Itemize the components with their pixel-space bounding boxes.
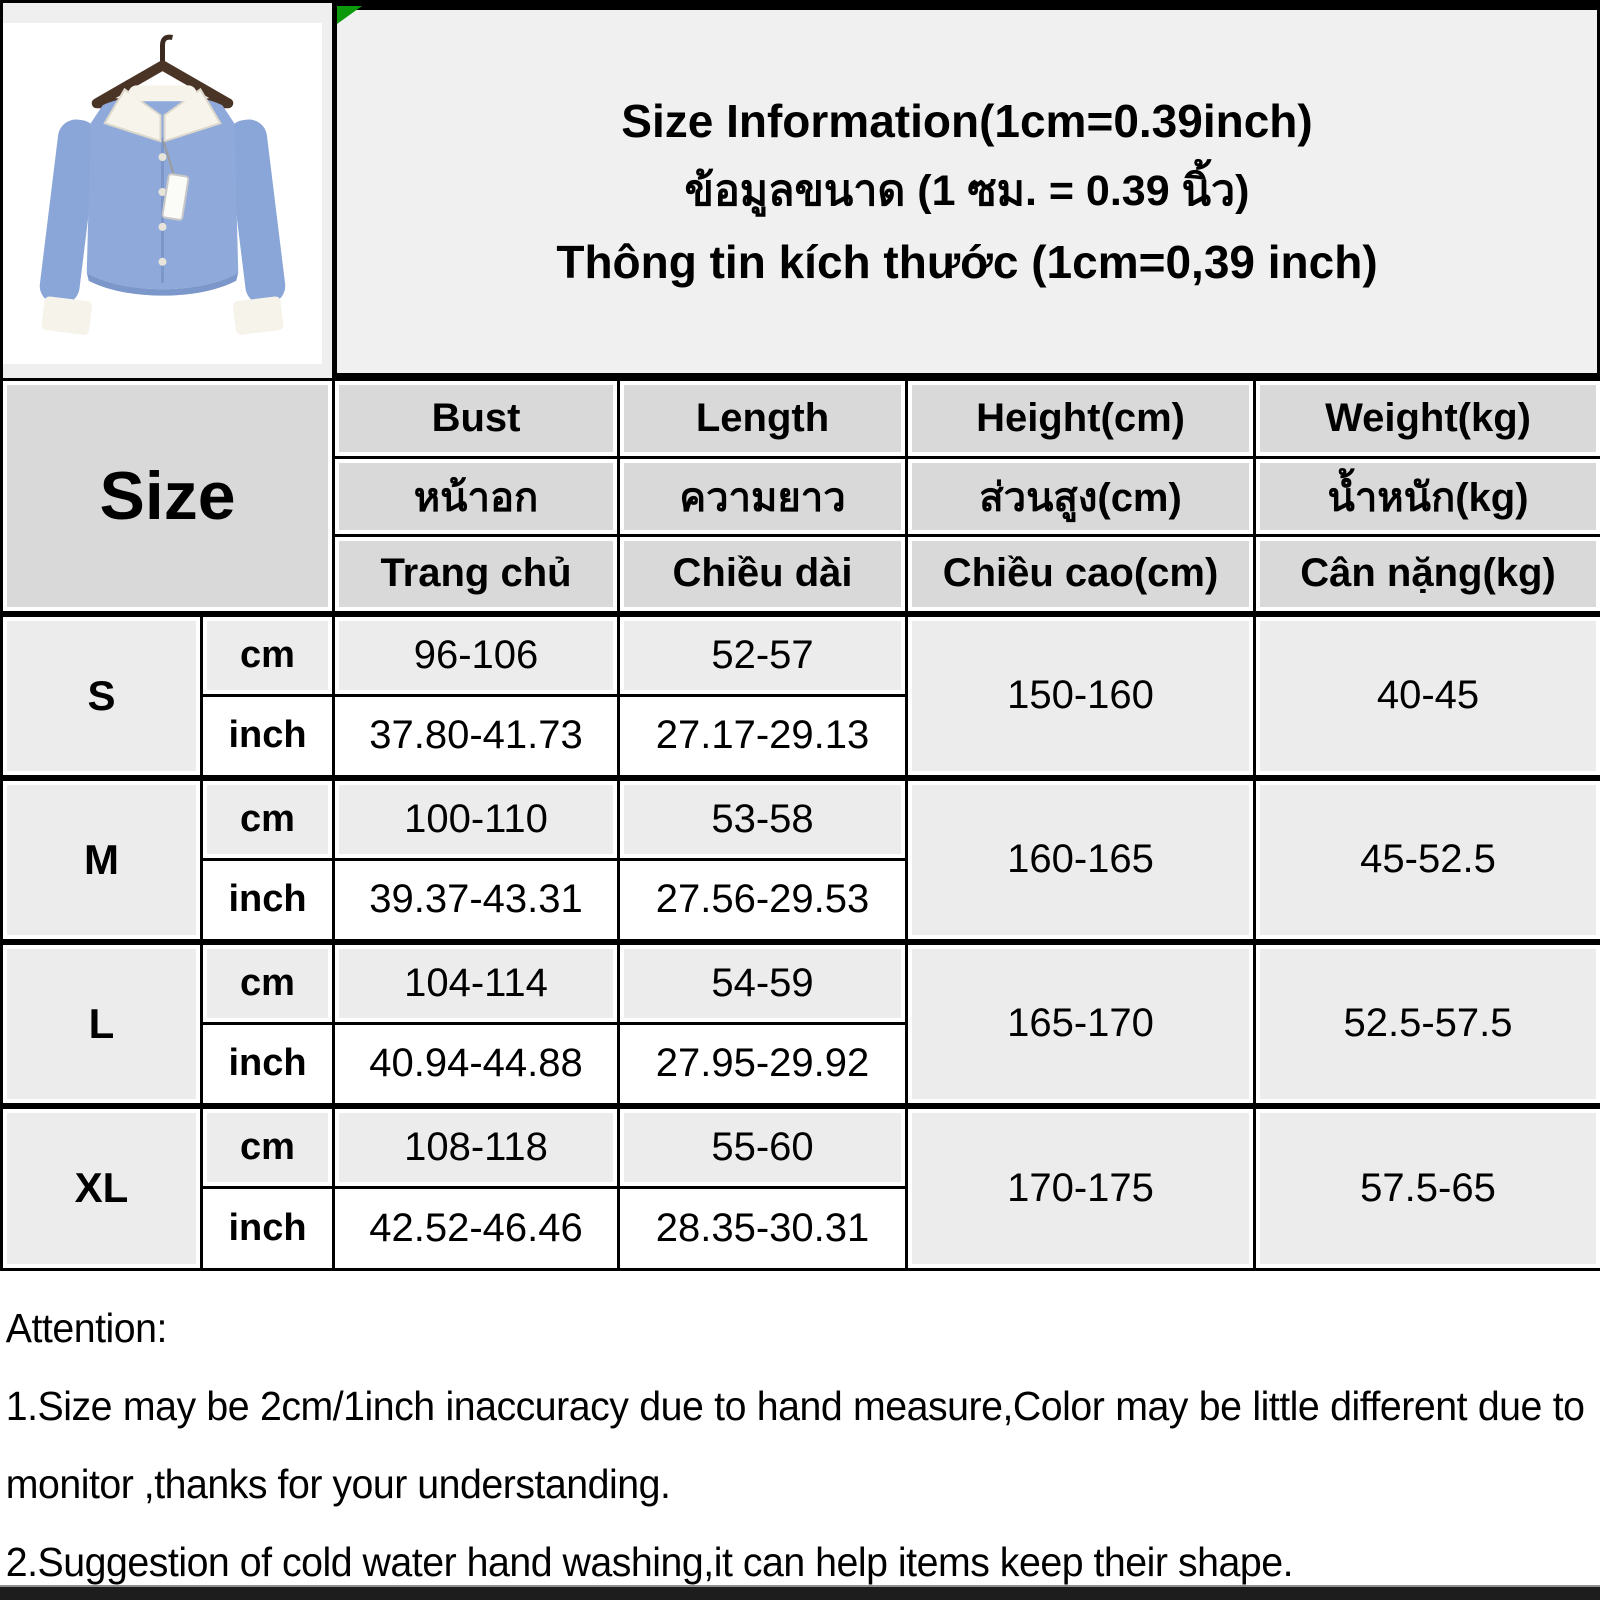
cell-s-cm-length: 52-57 (617, 610, 909, 697)
cell-l-height: 165-170 (905, 938, 1257, 1107)
unit-xl-inch: inch (199, 1186, 336, 1271)
unit-l-inch: inch (199, 1022, 336, 1107)
cell-xl-cm-bust: 108-118 (332, 1102, 621, 1189)
col-header-length-vi: Chiều dài (617, 534, 909, 615)
cell-s-inch-bust: 37.80-41.73 (332, 694, 621, 779)
col-header-length-en: Length (617, 378, 909, 459)
bottom-bar (0, 1585, 1600, 1600)
cell-s-inch-length: 27.17-29.13 (617, 694, 909, 779)
col-header-height-th: ส่วนสูง(cm) (905, 456, 1257, 537)
cell-l-weight: 52.5-57.5 (1253, 938, 1600, 1107)
unit-m-inch: inch (199, 858, 336, 943)
row-size-s: S (0, 610, 203, 779)
page-title-th: ข้อมูลขนาด (1 ซม. = 0.39 นิ้ว) (684, 166, 1250, 215)
cell-xl-weight: 57.5-65 (1253, 1102, 1600, 1271)
page-title-vi: Thông tin kích thước (1cm=0,39 inch) (556, 236, 1378, 289)
cell-xl-cm-length: 55-60 (617, 1102, 909, 1189)
cell-m-cm-length: 53-58 (617, 774, 909, 861)
cell-m-cm-bust: 100-110 (332, 774, 621, 861)
col-header-height-en: Height(cm) (905, 378, 1257, 459)
col-header-bust-vi: Trang chủ (332, 534, 621, 615)
col-header-bust-th: หน้าอก (332, 456, 621, 537)
unit-s-cm: cm (199, 610, 336, 697)
cell-l-cm-length: 54-59 (617, 938, 909, 1025)
cell-xl-height: 170-175 (905, 1102, 1257, 1271)
shirt-on-hanger-illustration (39, 34, 286, 335)
cell-m-inch-bust: 39.37-43.31 (332, 858, 621, 943)
attention-item-1: 1.Size may be 2cm/1inch inaccuracy due t… (5, 1383, 1585, 1507)
col-header-weight-en: Weight(kg) (1253, 378, 1600, 459)
cell-l-inch-bust: 40.94-44.88 (332, 1022, 621, 1107)
cell-m-inch-length: 27.56-29.53 (617, 858, 909, 943)
cell-xl-inch-bust: 42.52-46.46 (332, 1186, 621, 1271)
col-header-length-th: ความยาว (617, 456, 909, 537)
cell-m-height: 160-165 (905, 774, 1257, 943)
cell-s-weight: 40-45 (1253, 610, 1600, 779)
unit-m-cm: cm (199, 774, 336, 861)
cell-l-cm-bust: 104-114 (332, 938, 621, 1025)
row-size-l: L (0, 938, 203, 1107)
cell-xl-inch-length: 28.35-30.31 (617, 1186, 909, 1271)
green-corner-flag-icon (337, 6, 362, 24)
unit-xl-cm: cm (199, 1102, 336, 1189)
col-header-weight-th: น้ำหนัก(kg) (1253, 456, 1600, 537)
top-section: Size Information(1cm=0.39inch) ข้อมูลขนา… (0, 0, 1600, 378)
product-photo (3, 23, 322, 364)
col-header-height-vi: Chiều cao(cm) (905, 534, 1257, 615)
col-header-weight-vi: Cân nặng(kg) (1253, 534, 1600, 615)
row-size-xl: XL (0, 1102, 203, 1271)
product-photo-cell (0, 3, 332, 378)
attention-notes: Attention: 1.Size may be 2cm/1inch inacc… (0, 1271, 1590, 1600)
cell-l-inch-length: 27.95-29.92 (617, 1022, 909, 1107)
title-box: Size Information(1cm=0.39inch) ข้อมูลขนา… (332, 3, 1600, 378)
attention-heading: Attention: (5, 1305, 168, 1351)
page-title-en: Size Information(1cm=0.39inch) (621, 94, 1313, 147)
col-header-bust-en: Bust (332, 378, 621, 459)
cell-s-cm-bust: 96-106 (332, 610, 621, 697)
size-chart-table: Size Bust Length Height(cm) Weight(kg) ห… (0, 378, 1600, 1271)
row-size-m: M (0, 774, 203, 943)
unit-l-cm: cm (199, 938, 336, 1025)
cell-s-height: 150-160 (905, 610, 1257, 779)
size-column-header: Size (0, 378, 336, 615)
attention-item-2: 2.Suggestion of cold water hand washing,… (5, 1539, 1294, 1585)
cell-m-weight: 45-52.5 (1253, 774, 1600, 943)
unit-s-inch: inch (199, 694, 336, 779)
